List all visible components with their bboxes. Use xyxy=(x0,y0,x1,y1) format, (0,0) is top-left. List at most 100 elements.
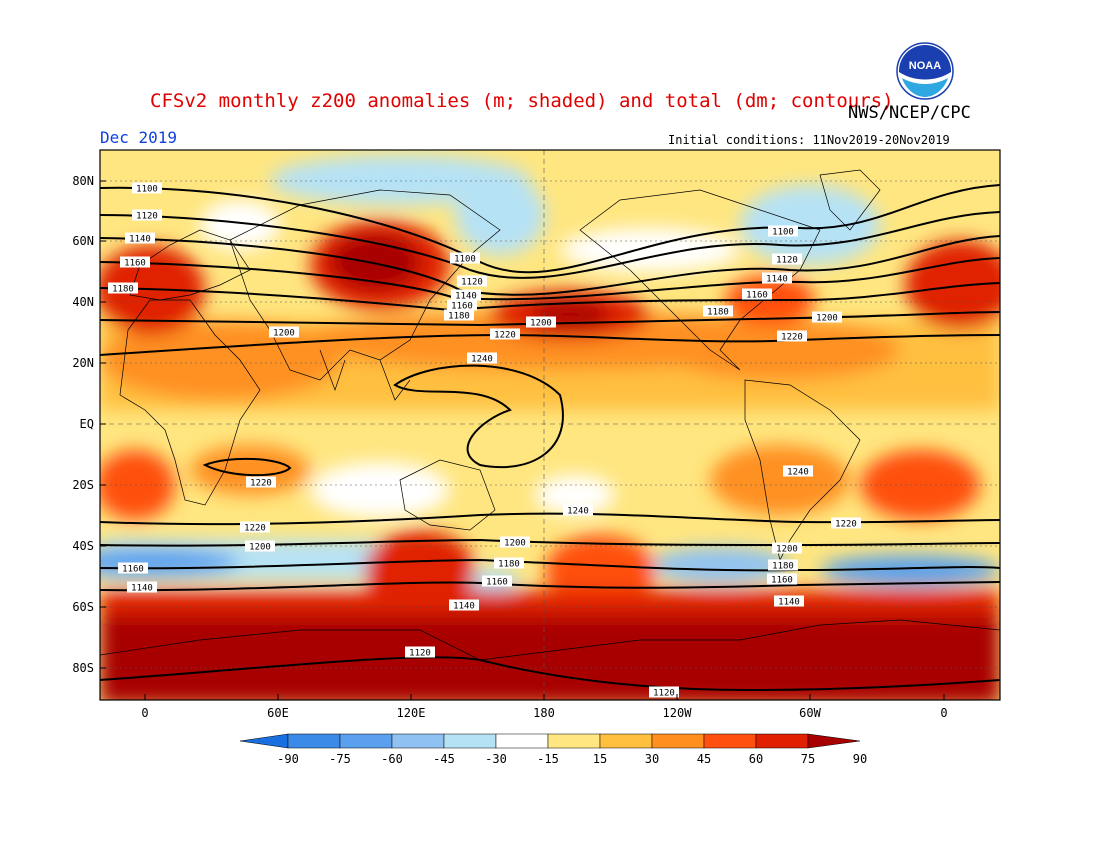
contour-label: 1140 xyxy=(129,235,151,245)
contour-label-box xyxy=(703,305,733,317)
lon-tick-label: 120E xyxy=(396,706,426,720)
contour-label-box xyxy=(120,256,150,268)
contour-label: 1220 xyxy=(494,331,516,341)
contour-label-box xyxy=(777,330,807,342)
contour-label-box xyxy=(447,299,477,311)
contour-label: 1120 xyxy=(776,256,798,266)
contour-label: 1200 xyxy=(273,329,295,339)
contour-label: 1120 xyxy=(136,212,158,222)
contour-label: 1220 xyxy=(244,524,266,534)
contour-label: 1180 xyxy=(498,560,520,570)
contour-label: 1140 xyxy=(455,292,477,302)
contour-label-box xyxy=(482,575,512,587)
contour-label: 1180 xyxy=(707,308,729,318)
lat-tick-label: 40S xyxy=(72,539,94,553)
lon-tick-label: 0 xyxy=(940,706,948,720)
contour-label: 1200 xyxy=(816,314,838,324)
contour-label-box xyxy=(494,557,524,569)
lat-tick-label: 60S xyxy=(72,600,94,614)
contour-label: 1140 xyxy=(766,275,788,285)
contour-label-box xyxy=(772,542,802,554)
contour-label-box xyxy=(490,328,520,340)
contour-label-box xyxy=(649,686,679,698)
lat-tick-label: EQ xyxy=(79,417,94,431)
colorbar-swatch xyxy=(391,733,445,749)
contour-label-box xyxy=(246,476,276,488)
colorbar-arrow-right xyxy=(807,733,861,749)
contour-label: 1160 xyxy=(124,259,146,269)
colorbar-swatch xyxy=(703,733,757,749)
contour-label-box xyxy=(132,209,162,221)
contour-label: 1180 xyxy=(112,285,134,295)
colorbar-tick-label: 60 xyxy=(748,752,764,766)
contour-label-box xyxy=(449,599,479,611)
noaa-logo-icon: NOAA xyxy=(896,42,954,100)
contour-label-box xyxy=(127,581,157,593)
colorbar-tick-label: 90 xyxy=(852,752,868,766)
gridlines xyxy=(100,150,1000,700)
contour-label: 1140 xyxy=(131,584,153,594)
contour-label-box xyxy=(762,272,792,284)
lon-tick-label: 60W xyxy=(799,706,821,720)
colorbar-arrow-left xyxy=(239,733,289,749)
lon-tick-label: 60E xyxy=(267,706,289,720)
contour-label: 1200 xyxy=(776,545,798,555)
lon-tick-label: 120W xyxy=(662,706,692,720)
colorbar-swatch xyxy=(495,733,549,749)
contour-lines xyxy=(100,184,1000,692)
colorbar-tick-label: -75 xyxy=(329,752,351,766)
colorbar-swatch xyxy=(651,733,705,749)
colorbar-tick-label: -15 xyxy=(537,752,559,766)
contour-label: 1120 xyxy=(653,689,675,699)
lat-tick-label: 40N xyxy=(72,295,94,309)
contour-label-box xyxy=(108,282,138,294)
lat-tick-label: 80S xyxy=(72,661,94,675)
contour-label-box xyxy=(457,275,487,287)
contour-label-box xyxy=(125,232,155,244)
contour-label-box xyxy=(783,465,813,477)
contour-label-box xyxy=(831,517,861,529)
colorbar-swatch xyxy=(443,733,497,749)
contour-label: 1200 xyxy=(249,543,271,553)
contour-label-box xyxy=(812,311,842,323)
contour-label: 1180 xyxy=(448,312,470,322)
contour-label: 1140 xyxy=(453,602,475,612)
contour-label-box xyxy=(768,559,798,571)
contour-label-box xyxy=(526,316,556,328)
contour-label-box xyxy=(772,253,802,265)
contour-label: 1180 xyxy=(772,562,794,572)
contour-label-box xyxy=(132,182,162,194)
colorbar-tick-label: -90 xyxy=(277,752,299,766)
colorbar-swatch xyxy=(339,733,393,749)
contour-label-box xyxy=(563,504,593,516)
colorbar-swatch xyxy=(599,733,653,749)
contour-label-box xyxy=(742,288,772,300)
contour-label-box xyxy=(405,646,435,658)
contour-label: 1200 xyxy=(504,539,526,549)
contour-label: 1140 xyxy=(778,598,800,608)
contour-label: 1160 xyxy=(486,578,508,588)
tick-marks xyxy=(100,180,945,700)
colorbar-tick-label: 30 xyxy=(644,752,660,766)
svg-text:NOAA: NOAA xyxy=(909,60,941,72)
contour-label: 1220 xyxy=(781,333,803,343)
coastlines xyxy=(100,169,1000,661)
contour-label: 1160 xyxy=(122,565,144,575)
plot-frame xyxy=(99,149,1001,701)
lat-tick-label: 20N xyxy=(72,356,94,370)
lat-tick-label: 80N xyxy=(72,174,94,188)
forecast-month: Dec 2019 xyxy=(100,128,178,147)
colorbar-swatch xyxy=(287,733,341,749)
colorbar-swatch xyxy=(755,733,809,749)
contour-label: 1100 xyxy=(454,255,476,265)
colorbar xyxy=(239,733,861,749)
contour-label: 1120 xyxy=(409,649,431,659)
contour-label-box xyxy=(118,562,148,574)
contour-label: 1240 xyxy=(471,355,493,365)
colorbar-swatch xyxy=(547,733,601,749)
contour-label-box xyxy=(240,521,270,533)
contour-label: 1120 xyxy=(461,278,483,288)
contour-label-box xyxy=(245,540,275,552)
